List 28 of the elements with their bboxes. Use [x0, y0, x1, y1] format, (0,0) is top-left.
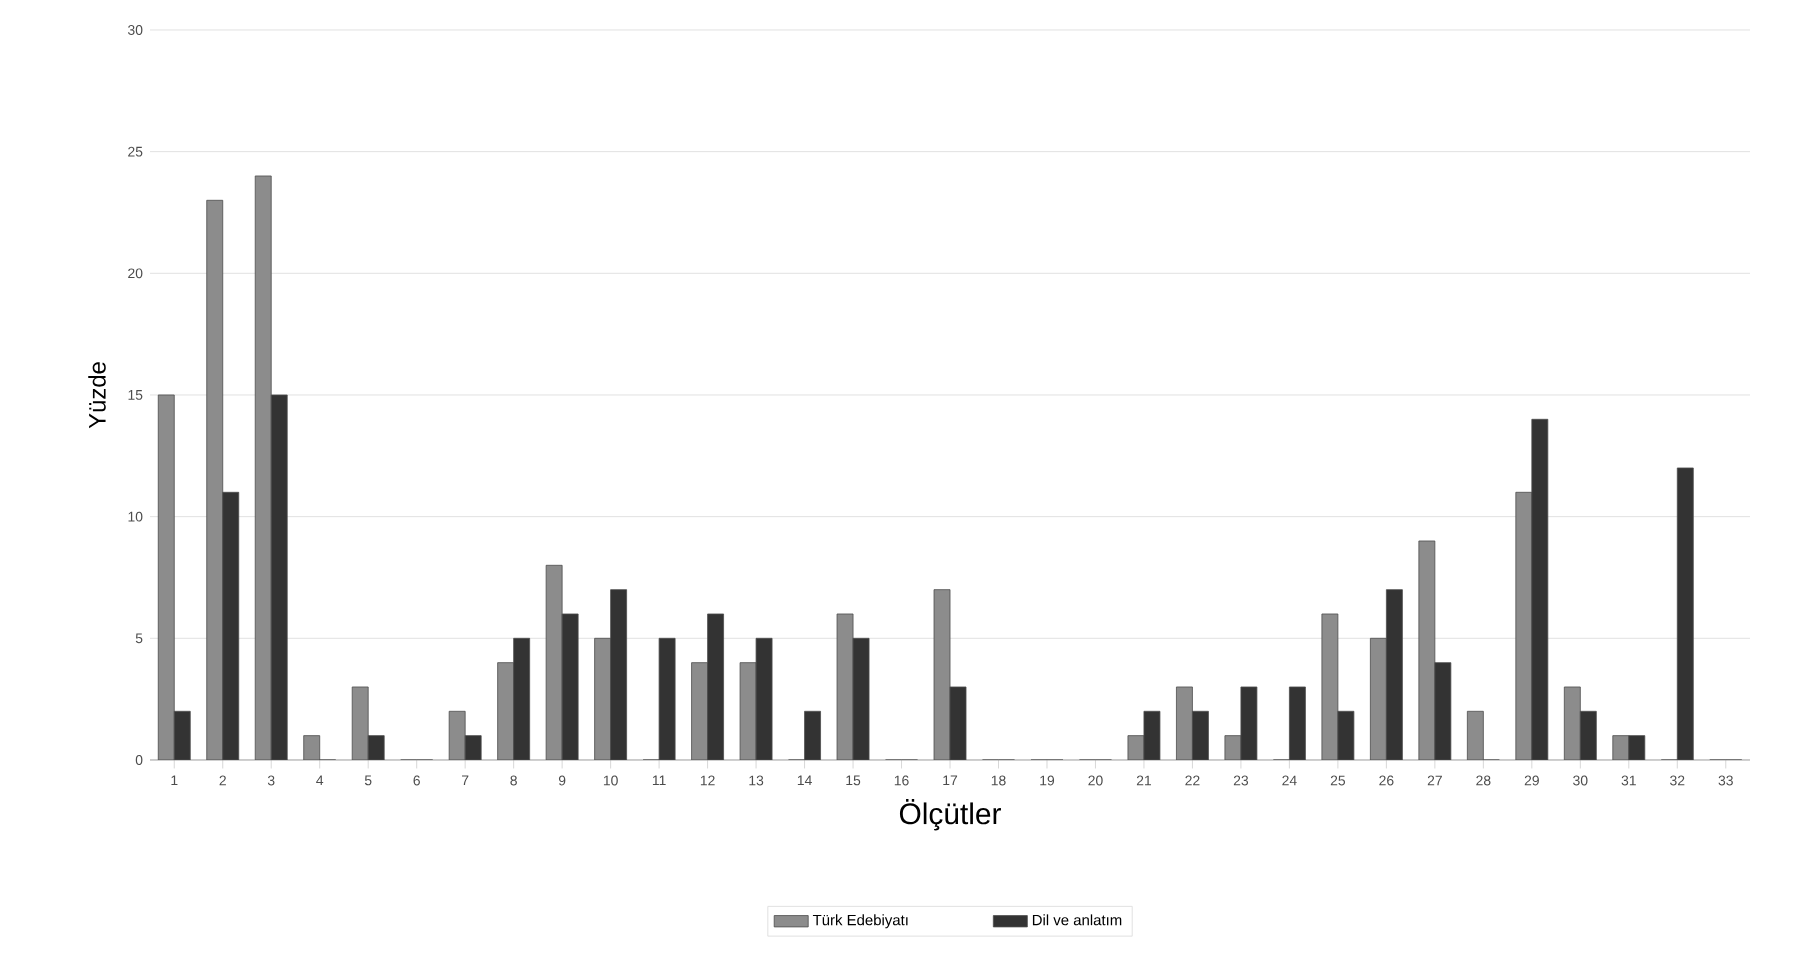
bar — [1466, 710, 1484, 760]
bar — [1515, 491, 1533, 760]
bar — [1385, 589, 1403, 760]
bar — [448, 710, 466, 760]
bar — [254, 175, 272, 760]
bar — [206, 199, 224, 760]
bar — [594, 637, 612, 760]
bar — [1289, 686, 1306, 760]
bar — [351, 686, 369, 760]
x-axis-title: Ölçütler — [899, 799, 1001, 831]
bar — [691, 662, 708, 760]
bar — [157, 394, 175, 760]
bar — [1176, 686, 1193, 760]
bar — [173, 710, 191, 760]
bar — [1676, 467, 1694, 760]
bar — [1369, 637, 1387, 760]
bar — [497, 662, 515, 760]
bar — [610, 589, 628, 760]
bar — [707, 613, 724, 760]
bar — [270, 394, 288, 760]
bar — [1563, 686, 1581, 760]
bar — [804, 710, 821, 760]
bar — [513, 637, 531, 760]
bar — [1579, 710, 1597, 760]
bar — [222, 491, 240, 760]
y-axis-title: Yüzde — [88, 362, 106, 429]
bar — [1192, 710, 1209, 760]
bar — [1531, 418, 1549, 760]
